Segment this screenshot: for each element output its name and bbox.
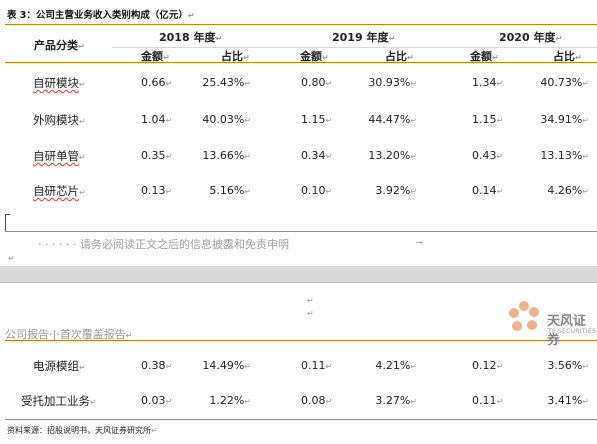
cell-amount-2018: 0.13↵	[141, 184, 173, 197]
row-label: 外购模块↵	[33, 113, 86, 127]
cell-share-2018: 14.49%↵	[202, 359, 251, 372]
cell-amount-2018: 0.38↵	[141, 359, 173, 372]
subheader-share-2018: 占比↵	[221, 50, 250, 63]
cell-amount-2018: 0.03↵	[141, 394, 173, 407]
cell-amount-2019: 0.11↵	[301, 359, 333, 372]
cell-amount-2020: 1.34↵	[472, 76, 504, 89]
source-note: 资料来源：招股说明书，天风证券研究所↵	[7, 426, 158, 435]
footer-rule	[5, 231, 597, 232]
paragraph-mark: ↵	[307, 309, 314, 318]
cell-amount-2020: 1.15↵	[472, 113, 504, 126]
cell-share-2018: 1.22%↵	[209, 394, 251, 407]
year-header-2020: 2020 年度↵	[499, 31, 563, 44]
cell-amount-2020: 0.12↵	[472, 359, 504, 372]
cell-amount-2019: 1.15↵	[301, 113, 333, 126]
page-break	[0, 266, 597, 282]
disclaimer-arrow: →	[416, 238, 423, 247]
cell-amount-2018: 0.35↵	[141, 149, 173, 162]
cell-share-2020: 34.91%↵	[540, 113, 589, 126]
cell-share-2019: 4.21%↵	[375, 359, 417, 372]
cell-share-2019: 30.93%↵	[368, 76, 417, 89]
header-rule	[5, 340, 597, 341]
paragraph-mark: ↵	[307, 296, 314, 305]
row-label: 自研单管↵	[33, 149, 86, 163]
paragraph-mark: ↵	[8, 254, 15, 263]
cell-amount-2018: 1.04↵	[141, 113, 173, 126]
year-header-2018: 2018 年度↵	[159, 31, 223, 44]
row-label: 自研芯片↵	[33, 184, 86, 198]
subheader-amount-2019: 金额↵	[300, 50, 329, 63]
cell-amount-2020: 0.43↵	[472, 149, 504, 162]
header-bottom-rule	[5, 62, 597, 63]
cell-amount-2019: 0.80↵	[301, 76, 333, 89]
cell-share-2018: 40.03%↵	[202, 113, 251, 126]
logo-flower-icon	[509, 301, 539, 331]
cell-amount-2018: 0.66↵	[141, 76, 173, 89]
logo-en-text: TF SECURITIES	[548, 328, 597, 335]
subheader-amount-2018: 金额↵	[141, 50, 170, 63]
cell-amount-2019: 0.10↵	[301, 184, 333, 197]
cell-share-2018: 25.43%↵	[202, 76, 251, 89]
subheader-amount-2020: 金额↵	[470, 50, 499, 63]
cell-share-2020: 40.73%↵	[540, 76, 589, 89]
logo-cn-text: 天风证券	[547, 314, 587, 348]
table-bottom-rule	[5, 419, 597, 420]
cell-amount-2019: 0.34↵	[301, 149, 333, 162]
year-subheader-rule	[112, 47, 597, 48]
company-logo: 天风证券 TF SECURITIES	[507, 300, 597, 348]
table-top-rule	[5, 24, 597, 25]
report-tag: 公司报告·|·首次覆盖报告↵	[5, 328, 133, 341]
cell-share-2019: 44.47%↵	[368, 113, 417, 126]
cell-share-2020: 13.13%↵	[540, 149, 589, 162]
cell-share-2019: 3.27%↵	[375, 394, 417, 407]
cell-amount-2020: 0.14↵	[472, 184, 504, 197]
page-break-edge	[0, 282, 597, 283]
row-label: 受托加工业务↵	[21, 394, 97, 408]
subheader-share-2019: 占比↵	[385, 50, 414, 63]
cell-share-2020: 4.26%↵	[547, 184, 589, 197]
cell-edge-marker	[5, 214, 10, 232]
cell-share-2018: 5.16%↵	[209, 184, 251, 197]
cell-share-2018: 13.66%↵	[202, 149, 251, 162]
year-header-2019: 2019 年度↵	[332, 31, 396, 44]
cell-share-2019: 13.20%↵	[368, 149, 417, 162]
row-label: 电源模组↵	[33, 359, 86, 373]
cell-amount-2019: 0.08↵	[301, 394, 333, 407]
subheader-share-2020: 占比↵	[553, 50, 582, 63]
row-label: 自研模块↵	[33, 76, 86, 90]
cell-amount-2020: 0.11↵	[472, 394, 504, 407]
cell-share-2020: 3.41%↵	[547, 394, 589, 407]
cell-share-2020: 3.56%↵	[547, 359, 589, 372]
cell-share-2019: 3.92%↵	[375, 184, 417, 197]
product-header: 产品分类↵	[34, 39, 85, 52]
disclaimer-text: · · · · · · 请务必阅读正文之后的信息披露和免责申明	[38, 238, 289, 251]
table-title: 表 3：公司主营业务收入类别构成（亿元）↵	[7, 10, 195, 21]
